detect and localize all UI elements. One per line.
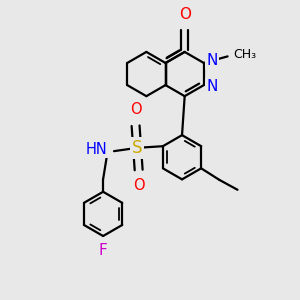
Text: CH₃: CH₃	[234, 48, 257, 61]
Text: HN: HN	[85, 142, 107, 157]
Text: S: S	[132, 139, 142, 157]
Text: F: F	[99, 243, 107, 258]
Text: O: O	[130, 103, 141, 118]
Text: N: N	[206, 53, 218, 68]
Text: O: O	[133, 178, 145, 193]
Text: N: N	[206, 79, 218, 94]
Text: O: O	[179, 7, 191, 22]
